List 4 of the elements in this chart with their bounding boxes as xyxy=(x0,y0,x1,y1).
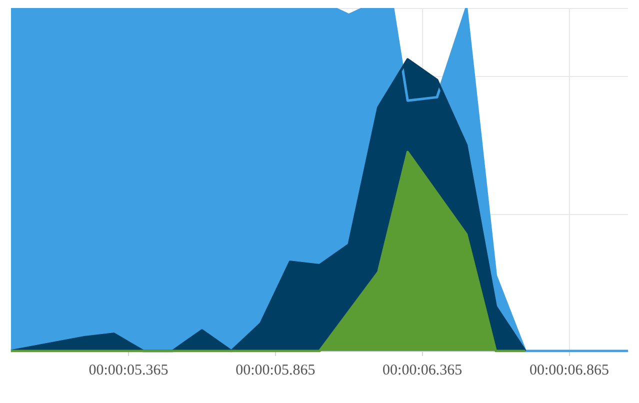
x-tick-label: 00:00:06.865 xyxy=(529,362,610,378)
x-tick-label: 00:00:05.865 xyxy=(236,362,316,378)
x-tick-label: 00:00:05.365 xyxy=(88,362,168,378)
x-tick-label: 00:00:06.365 xyxy=(382,362,462,378)
